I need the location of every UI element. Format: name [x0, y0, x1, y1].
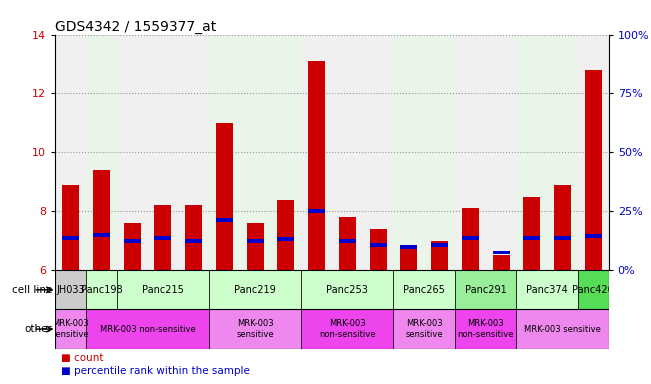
Bar: [516, 310, 609, 349]
Bar: [585, 234, 602, 238]
Text: Panc420: Panc420: [572, 285, 614, 295]
Text: ■ percentile rank within the sample: ■ percentile rank within the sample: [61, 366, 250, 376]
Text: cell line: cell line: [12, 285, 53, 295]
Bar: [124, 223, 141, 270]
Bar: [301, 35, 393, 270]
Text: Panc215: Panc215: [142, 285, 184, 295]
Bar: [55, 35, 86, 270]
Text: Panc374: Panc374: [526, 285, 568, 295]
Bar: [585, 70, 602, 270]
Bar: [493, 251, 510, 255]
Bar: [301, 310, 393, 349]
Bar: [455, 310, 516, 349]
Bar: [393, 35, 455, 270]
Text: MRK-003
sensitive: MRK-003 sensitive: [236, 319, 274, 339]
Text: MRK-003
sensitive: MRK-003 sensitive: [406, 319, 443, 339]
Bar: [209, 35, 301, 270]
Text: Panc219: Panc219: [234, 285, 276, 295]
Bar: [62, 185, 79, 270]
Text: Panc291: Panc291: [465, 285, 506, 295]
Bar: [339, 217, 356, 270]
Bar: [86, 270, 117, 310]
Bar: [554, 185, 571, 270]
Bar: [93, 233, 110, 237]
Bar: [523, 197, 540, 270]
Text: GDS4342 / 1559377_at: GDS4342 / 1559377_at: [55, 20, 217, 33]
Bar: [493, 255, 510, 270]
Bar: [209, 310, 301, 349]
Bar: [117, 35, 209, 270]
Bar: [186, 205, 202, 270]
Text: Panc265: Panc265: [404, 285, 445, 295]
Bar: [339, 239, 356, 243]
Bar: [578, 270, 609, 310]
Text: Panc198: Panc198: [81, 285, 122, 295]
Bar: [62, 236, 79, 240]
Bar: [154, 205, 171, 270]
Bar: [400, 245, 417, 248]
Bar: [216, 123, 233, 270]
Bar: [93, 170, 110, 270]
Bar: [516, 270, 578, 310]
Bar: [86, 35, 117, 270]
Bar: [277, 200, 294, 270]
Bar: [462, 236, 478, 240]
Text: JH033: JH033: [57, 285, 85, 295]
Bar: [186, 239, 202, 243]
Text: MRK-003 non-sensitive: MRK-003 non-sensitive: [100, 324, 195, 334]
Bar: [455, 270, 516, 310]
Bar: [523, 236, 540, 240]
Bar: [247, 223, 264, 270]
Text: MRK-003
non-sensitive: MRK-003 non-sensitive: [319, 319, 376, 339]
Bar: [308, 209, 325, 213]
Text: MRK-003
non-sensitive: MRK-003 non-sensitive: [458, 319, 514, 339]
Bar: [216, 218, 233, 222]
Bar: [393, 310, 455, 349]
Bar: [209, 270, 301, 310]
Text: other: other: [25, 324, 53, 334]
Bar: [455, 35, 516, 270]
Bar: [431, 241, 448, 270]
Bar: [554, 236, 571, 240]
Bar: [370, 229, 387, 270]
Bar: [55, 310, 86, 349]
Bar: [516, 35, 578, 270]
Bar: [277, 237, 294, 241]
Bar: [370, 243, 387, 247]
Bar: [431, 243, 448, 247]
Bar: [393, 270, 455, 310]
Bar: [301, 270, 393, 310]
Bar: [578, 35, 609, 270]
Bar: [400, 247, 417, 270]
Bar: [86, 310, 209, 349]
Bar: [308, 61, 325, 270]
Text: MRK-003
sensitive: MRK-003 sensitive: [52, 319, 90, 339]
Text: Panc253: Panc253: [326, 285, 368, 295]
Bar: [124, 239, 141, 243]
Bar: [247, 239, 264, 243]
Text: MRK-003 sensitive: MRK-003 sensitive: [524, 324, 601, 334]
Bar: [55, 270, 86, 310]
Bar: [117, 270, 209, 310]
Bar: [462, 209, 478, 270]
Bar: [154, 236, 171, 240]
Text: ■ count: ■ count: [61, 353, 104, 362]
